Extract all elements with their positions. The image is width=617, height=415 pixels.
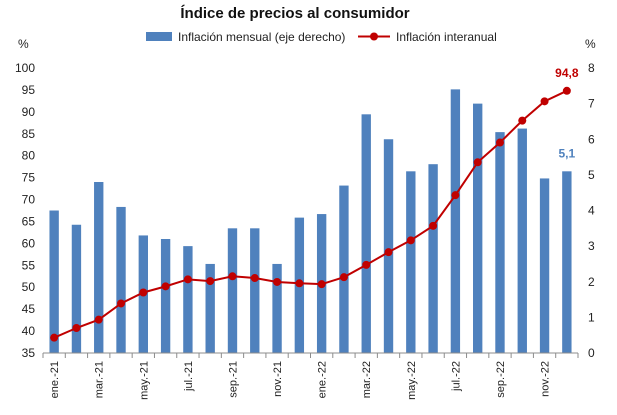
bar-jul.-22 xyxy=(450,89,461,353)
right-tick-label-0: 0 xyxy=(588,346,595,360)
bar-nov.-22 xyxy=(539,178,550,353)
bar-jul.-21 xyxy=(183,246,193,353)
left-tick-label-2: 45 xyxy=(22,302,36,316)
point-sep.-21 xyxy=(228,272,237,281)
legend-bar-label: Inflación mensual (eje derecho) xyxy=(178,30,345,44)
bar-jun.-22 xyxy=(428,164,438,353)
x-tick-label-mar.-21: mar.-21 xyxy=(94,361,106,398)
x-tick-label-ene.-22: ene.-22 xyxy=(317,361,329,398)
right-tick-label-7: 7 xyxy=(588,97,595,111)
left-tick-label-13: 100 xyxy=(15,61,35,75)
left-tick-label-1: 40 xyxy=(22,324,36,338)
point-nov.-21 xyxy=(273,277,282,286)
point-sep.-22 xyxy=(495,138,504,147)
x-tick-label-mar.-22: mar.-22 xyxy=(361,361,373,398)
left-tick-label-0: 35 xyxy=(22,346,36,360)
x-tick-label-sep.-21: sep.-21 xyxy=(227,361,239,398)
bar-oct.-21 xyxy=(250,228,260,353)
point-oct.-22 xyxy=(518,116,527,125)
plot-area: 35404550556065707580859095100012345678en… xyxy=(15,61,595,400)
bar-abr.-22 xyxy=(383,139,394,353)
point-abr.-21 xyxy=(117,299,126,308)
right-tick-label-6: 6 xyxy=(588,132,595,146)
left-tick-label-7: 70 xyxy=(22,193,36,207)
bar-sep.-22 xyxy=(495,132,505,353)
left-tick-label-12: 95 xyxy=(22,83,36,97)
right-tick-label-2: 2 xyxy=(588,275,595,289)
bar-oct.-22 xyxy=(517,128,527,353)
left-tick-label-8: 75 xyxy=(22,171,36,185)
left-tick-label-10: 85 xyxy=(22,127,36,141)
point-nov.-22 xyxy=(540,97,549,106)
x-tick-label-jul.-22: jul.-22 xyxy=(450,361,462,392)
point-feb.-21 xyxy=(72,324,81,333)
bar-ago.-21 xyxy=(205,263,215,353)
line-inflacion-interanual xyxy=(53,89,568,339)
right-tick-label-4: 4 xyxy=(588,204,595,218)
bar-nov.-21 xyxy=(272,263,282,353)
bar-jun.-21 xyxy=(160,239,171,353)
data-label-0: 94,8 xyxy=(555,66,579,80)
left-tick-label-3: 50 xyxy=(22,280,36,294)
legend-bar-swatch xyxy=(146,32,172,41)
right-tick-label-3: 3 xyxy=(588,239,595,253)
x-tick-label-may.-22: may.-22 xyxy=(406,361,418,400)
left-tick-label-9: 80 xyxy=(22,149,36,163)
x-tick-label-may.-21: may.-21 xyxy=(138,361,150,400)
legend-line-marker xyxy=(370,32,378,41)
right-tick-label-1: 1 xyxy=(588,310,595,324)
bar-ago.-22 xyxy=(473,103,483,353)
left-tick-label-4: 55 xyxy=(22,258,36,272)
point-abr.-22 xyxy=(384,248,393,257)
right-axis-unit: % xyxy=(585,37,596,51)
right-tick-label-5: 5 xyxy=(588,168,595,182)
point-ene.-21 xyxy=(50,333,59,342)
left-tick-label-5: 60 xyxy=(22,236,36,250)
x-tick-label-ene.-21: ene.-21 xyxy=(49,361,61,398)
point-may.-22 xyxy=(406,236,415,245)
point-jun.-21 xyxy=(161,282,170,291)
point-mar.-21 xyxy=(94,315,103,324)
bar-sep.-21 xyxy=(227,228,238,353)
bar-mar.-21 xyxy=(94,182,104,353)
chart-title: Índice de precios al consumidor xyxy=(180,5,409,22)
bar-dic.-22 xyxy=(562,171,572,353)
point-dic.-22 xyxy=(562,86,571,95)
point-feb.-22 xyxy=(339,273,348,282)
x-tick-label-nov.-21: nov.-21 xyxy=(272,361,284,397)
bar-abr.-21 xyxy=(116,206,126,353)
bar-ene.-21 xyxy=(49,210,59,353)
point-jul.-22 xyxy=(451,191,460,200)
point-mar.-22 xyxy=(362,260,371,269)
left-axis-unit: % xyxy=(18,37,29,51)
right-tick-label-8: 8 xyxy=(588,61,595,75)
point-may.-21 xyxy=(139,288,148,297)
point-jun.-22 xyxy=(429,221,438,230)
point-ene.-22 xyxy=(317,280,326,289)
x-tick-label-nov.-22: nov.-22 xyxy=(540,361,552,397)
x-tick-label-jul.-21: jul.-21 xyxy=(183,361,195,392)
left-tick-label-11: 90 xyxy=(22,105,36,119)
legend-line-label: Inflación interanual xyxy=(396,30,497,44)
left-tick-label-6: 65 xyxy=(22,214,36,228)
bar-feb.-21 xyxy=(71,224,82,353)
point-dic.-21 xyxy=(295,279,304,288)
data-label-1: 5,1 xyxy=(559,146,576,160)
bar-may.-22 xyxy=(406,171,416,353)
legend: Inflación mensual (eje derecho) Inflació… xyxy=(146,30,497,44)
point-jul.-21 xyxy=(183,275,192,284)
bar-feb.-22 xyxy=(339,185,349,353)
point-oct.-21 xyxy=(250,274,259,283)
point-ago.-22 xyxy=(473,158,482,167)
x-tick-label-sep.-22: sep.-22 xyxy=(495,361,507,398)
bar-mar.-22 xyxy=(361,114,371,353)
point-ago.-21 xyxy=(206,277,215,286)
